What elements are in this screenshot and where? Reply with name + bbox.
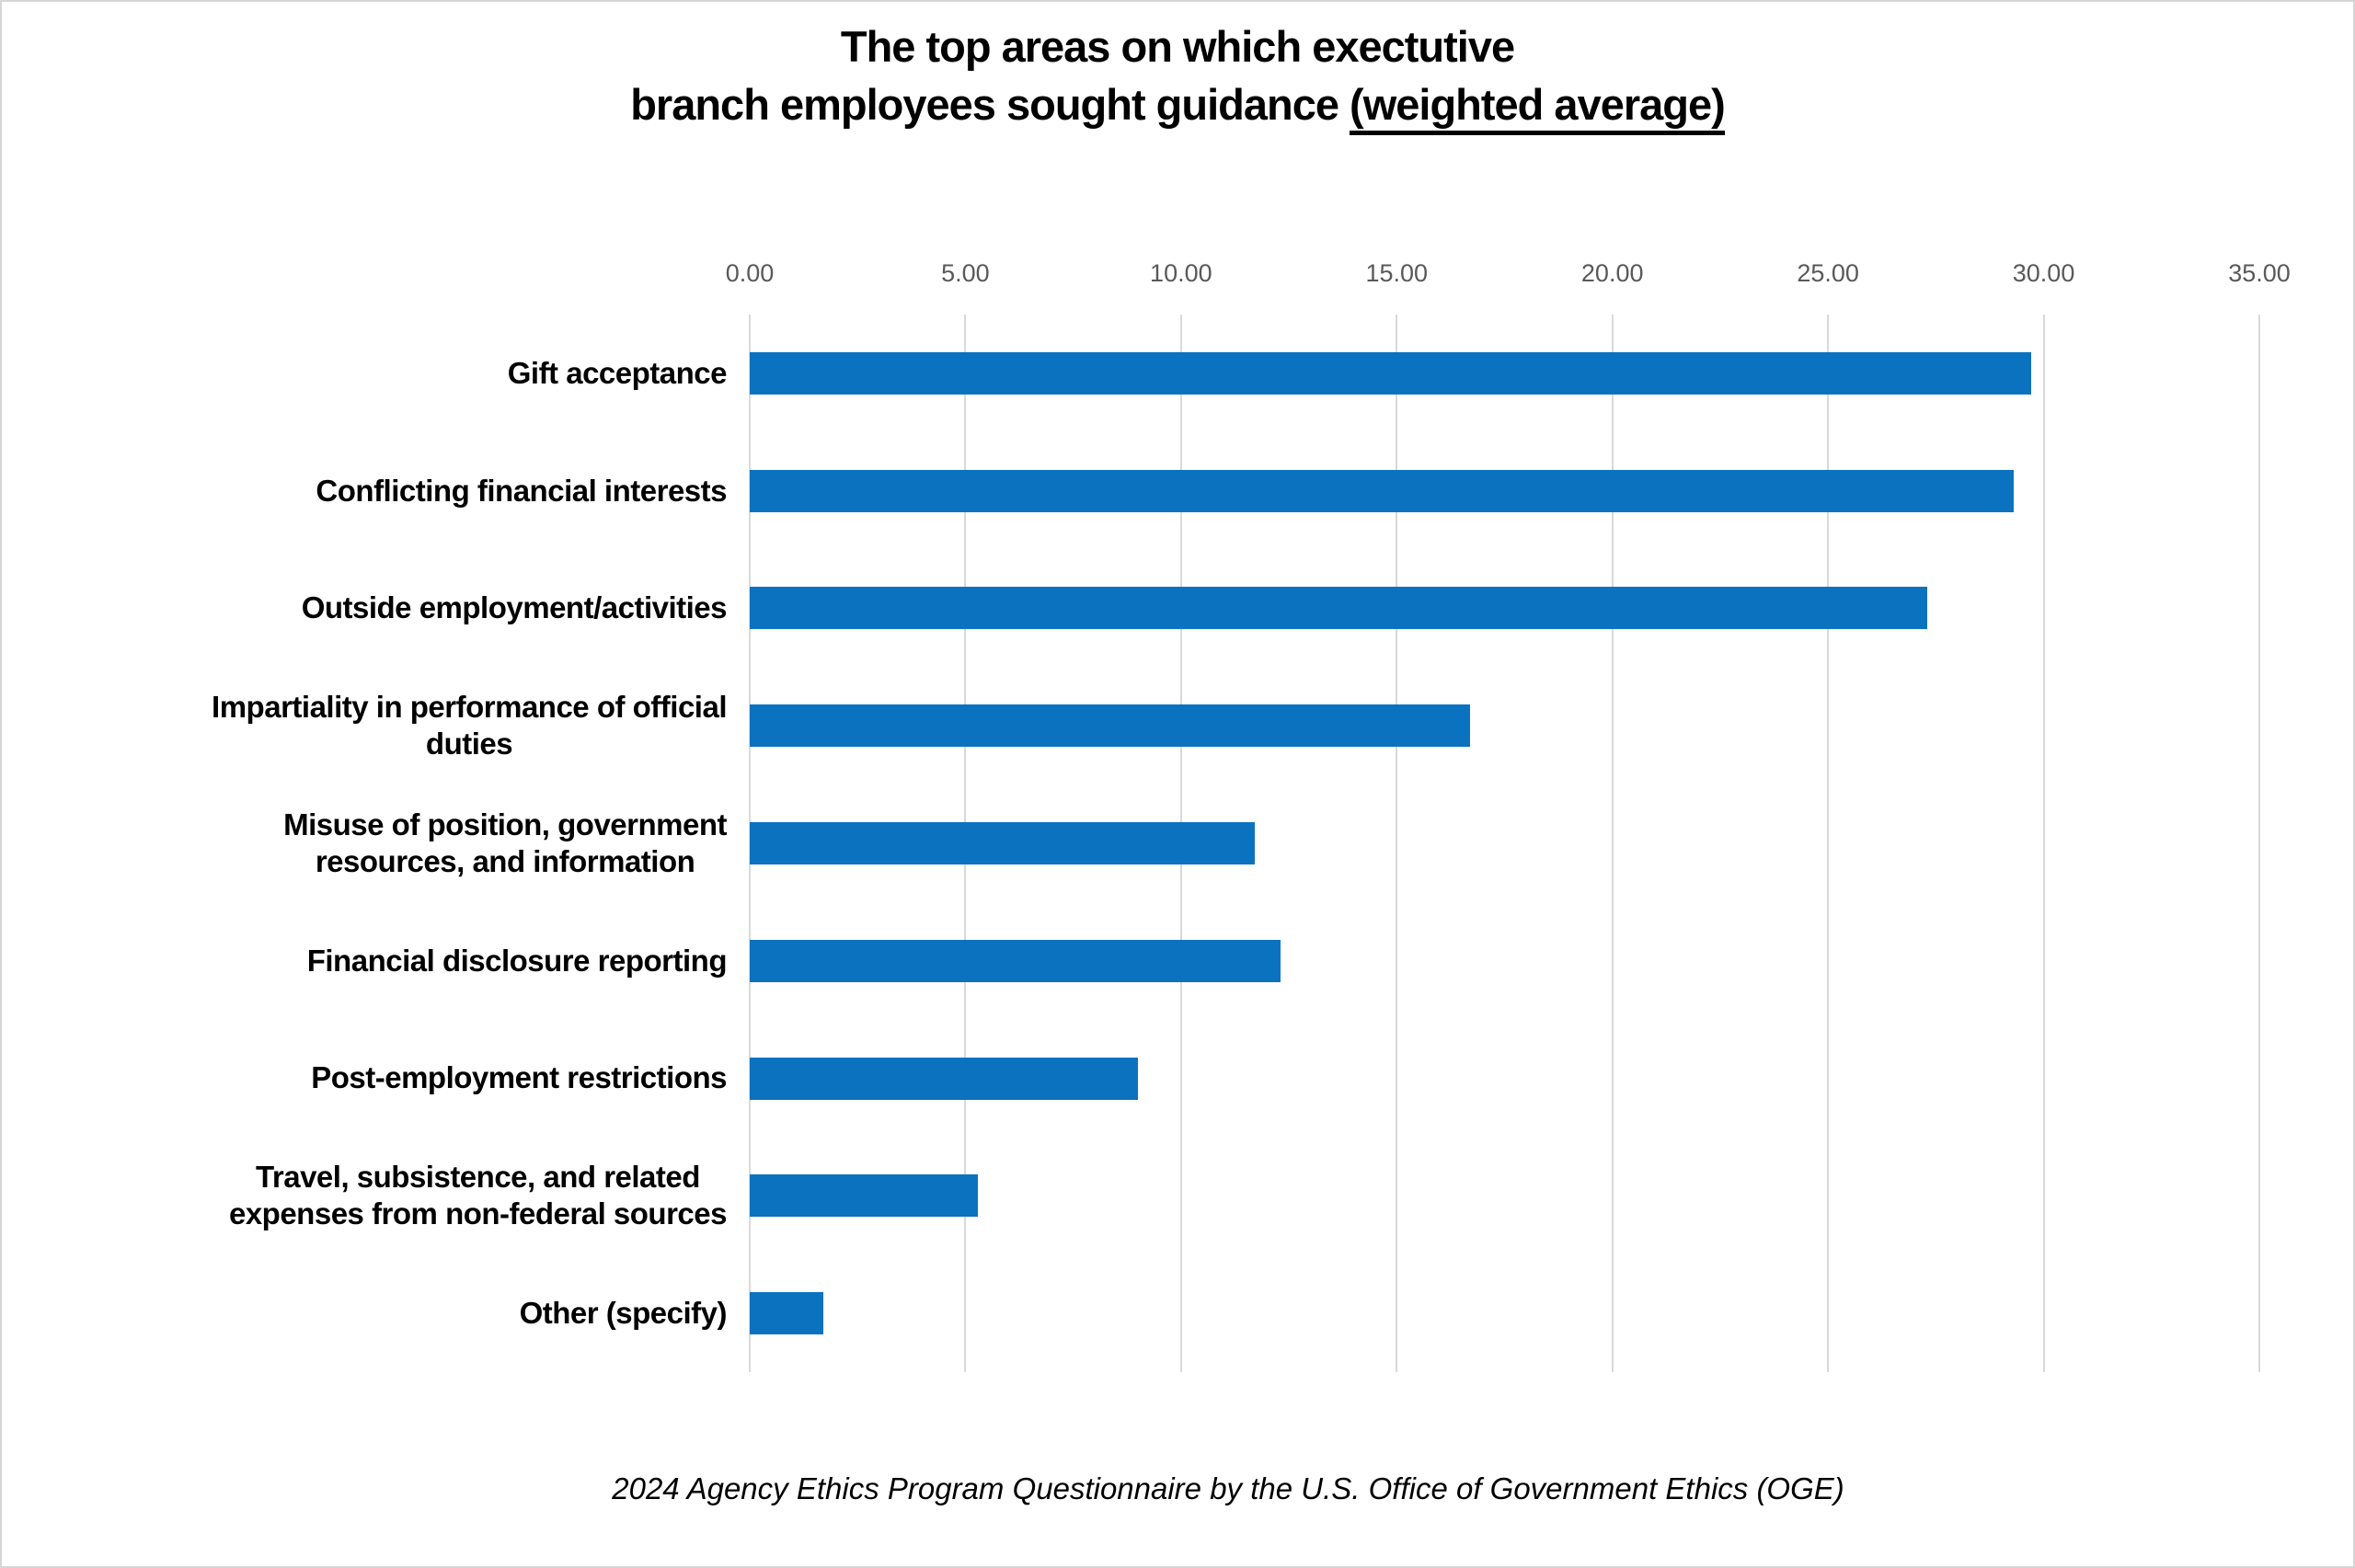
category-label: Outside employment/activities [29,550,728,668]
category-label-text: Travel, subsistence, and related expenses… [228,1159,728,1233]
chart-title-line2: branch employees sought guidance (weight… [2,76,2353,135]
chart-title: The top areas on which exectutive branch… [2,18,2353,135]
category-label-text: Financial disclosure reporting [306,943,728,979]
gridline [1611,315,1614,1372]
category-label: Gift acceptance [29,315,728,432]
x-axis-tick-label: 25.00 [1797,259,1859,287]
category-label: Conflicting financial interests [29,432,727,550]
plot-area [749,315,2260,1372]
x-axis-tick-row: 0.00 5.00 10.00 15.00 20.00 25.00 30.00 35.00 [726,259,2291,292]
bar [750,1292,823,1335]
x-axis-tick-label: 10.00 [1150,259,1212,287]
x-axis-tick-label: 35.00 [2228,259,2291,287]
gridline [1396,315,1398,1372]
category-label-line: Conflicting financial interests [316,473,727,508]
chart-title-underlined-text: (weighted average) [1350,79,1726,135]
category-label-text: Outside employment/activities [301,589,728,626]
chart-title-line1: The top areas on which exectutive [840,22,1515,71]
category-label: Financial disclosure reporting [29,902,728,1020]
category-label: Post-employment restrictions [29,1020,727,1138]
category-label: Impartiality in performance of official d… [29,667,727,784]
category-label: Misuse of position, government resources,… [29,784,727,902]
bar [750,1174,979,1218]
category-label-line: Impartiality in performance of official [212,689,727,724]
bar [750,469,2014,512]
category-label-text: Post-employment restrictions [311,1059,727,1096]
x-axis-tick-label: 15.00 [1365,259,1429,287]
category-label: Travel, subsistence, and related expenses… [29,1137,728,1254]
source-note: 2024 Agency Ethics Program Questionnaire… [612,1471,1844,1505]
bar [750,822,1255,864]
category-label-line: Outside employment/activities [301,590,728,625]
category-label-line: resources, and information [315,843,695,878]
category-label-text: Misuse of position, government resources,… [283,807,727,881]
category-label-text: Gift acceptance [507,355,728,392]
gridline [2258,315,2260,1372]
category-label-line: Gift acceptance [507,355,728,390]
bar [750,351,2031,395]
category-label-text: Impartiality in performance of official d… [212,689,727,763]
category-label-text: Other (specify) [519,1295,728,1332]
bar [750,704,1470,748]
category-label-line: Other (specify) [519,1295,728,1330]
category-label-line: duties [425,727,513,761]
x-axis-tick-label: 0.00 [725,259,775,287]
category-label-line: expenses from non-federal sources [228,1196,728,1231]
x-axis-tick-label: 30.00 [2012,259,2075,287]
category-label-line: Post-employment restrictions [311,1060,727,1095]
gridline [2042,315,2045,1372]
gridline [1827,315,1830,1372]
x-axis-tick-label: 5.00 [941,259,990,287]
bar [750,1057,1138,1100]
bar [750,587,1927,630]
category-label-text: Conflicting financial interests [316,473,727,509]
bar [750,939,1281,982]
category-label-line: Travel, subsistence, and related [256,1160,700,1195]
x-axis-tick-label: 20.00 [1580,259,1644,287]
category-label-line: Financial disclosure reporting [306,943,728,978]
category-label-line: Misuse of position, government [283,807,727,841]
chart-title-line2-text: branch employees sought guidance [630,79,1350,129]
category-label-column: Gift acceptance Conflicting financial int… [29,315,727,1372]
category-label: Other (specify) [29,1254,728,1372]
